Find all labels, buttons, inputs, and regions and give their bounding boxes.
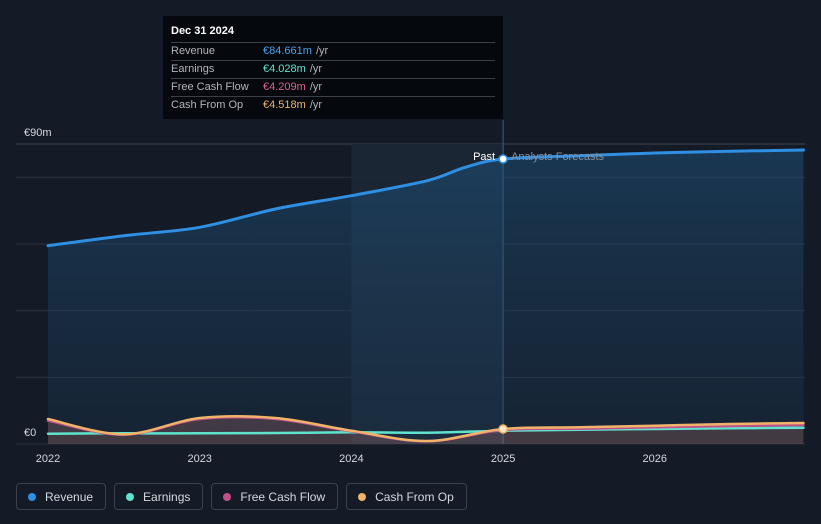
highlight-point-revenue (498, 154, 508, 164)
forecast-label: Analysts Forecasts (511, 151, 604, 163)
legend-label: Earnings (143, 489, 191, 504)
tooltip-value: €4.028m (263, 63, 306, 75)
legend-dot-icon (28, 492, 36, 501)
tooltip-unit: /yr (315, 45, 329, 57)
series-line-revenue (46, 148, 805, 248)
legend-dot-icon (358, 492, 367, 501)
y-tick-label-zero: €0 (24, 427, 36, 439)
x-tick-label: 2023 (187, 453, 211, 465)
tooltip-unit: /yr (309, 99, 323, 111)
legend-dot-icon (126, 492, 135, 501)
legend-label: Cash From Op (375, 489, 454, 504)
tooltip-label: Cash From Op (171, 99, 244, 111)
tooltip-row-free-cash-flow: Free Cash Flow €4.209m /yr (171, 78, 495, 96)
legend-label: Revenue (45, 489, 94, 504)
series-line-earnings (46, 426, 805, 435)
tooltip-label: Earnings (171, 63, 215, 75)
series-line-cash-from-op (46, 414, 805, 443)
tooltip-label: Revenue (171, 45, 216, 57)
tooltip-unit: /yr (309, 63, 323, 75)
tooltip-date: Dec 31 2024 (171, 25, 234, 37)
hover-tooltip: Dec 31 2024 Revenue €84.661m /yr Earning… (163, 16, 503, 119)
legend-dot-icon (223, 492, 232, 501)
tooltip-unit: /yr (309, 81, 323, 93)
chart-plot: Past Analysts Forecasts €90m €0 2022 2023 2024… (16, 120, 805, 465)
series-area-free-cash-flow (48, 417, 804, 444)
revenue-area (48, 150, 804, 444)
highlight-point-cash-from-op (498, 424, 508, 434)
legend-label: Free Cash Flow (240, 489, 326, 504)
tooltip-value: €84.661m (263, 45, 312, 57)
legend-item-cash-from-op[interactable]: Cash From Op (346, 483, 467, 510)
tooltip-row-earnings: Earnings €4.028m /yr (171, 60, 495, 78)
past-label: Past (473, 151, 495, 163)
x-tick-label: 2025 (491, 453, 515, 465)
tooltip-value: €4.518m (263, 99, 306, 111)
legend-item-earnings[interactable]: Earnings (114, 483, 204, 510)
series-area-cash-from-op (48, 416, 804, 444)
y-tick-label-max: €90m (24, 127, 52, 139)
legend-item-revenue[interactable]: Revenue (16, 483, 107, 510)
chart-legend: Revenue Earnings Free Cash Flow Cash Fro… (16, 483, 475, 510)
tooltip-label: Free Cash Flow (171, 81, 249, 93)
legend-item-free-cash-flow[interactable]: Free Cash Flow (211, 483, 339, 510)
x-tick-label: 2026 (643, 453, 667, 465)
tooltip-row-cash-from-op: Cash From Op €4.518m /yr (171, 96, 495, 114)
tooltip-value: €4.209m (263, 81, 306, 93)
tooltip-row-revenue: Revenue €84.661m /yr (171, 42, 495, 60)
x-tick-label: 2024 (339, 453, 363, 465)
x-tick-label: 2022 (36, 453, 60, 465)
